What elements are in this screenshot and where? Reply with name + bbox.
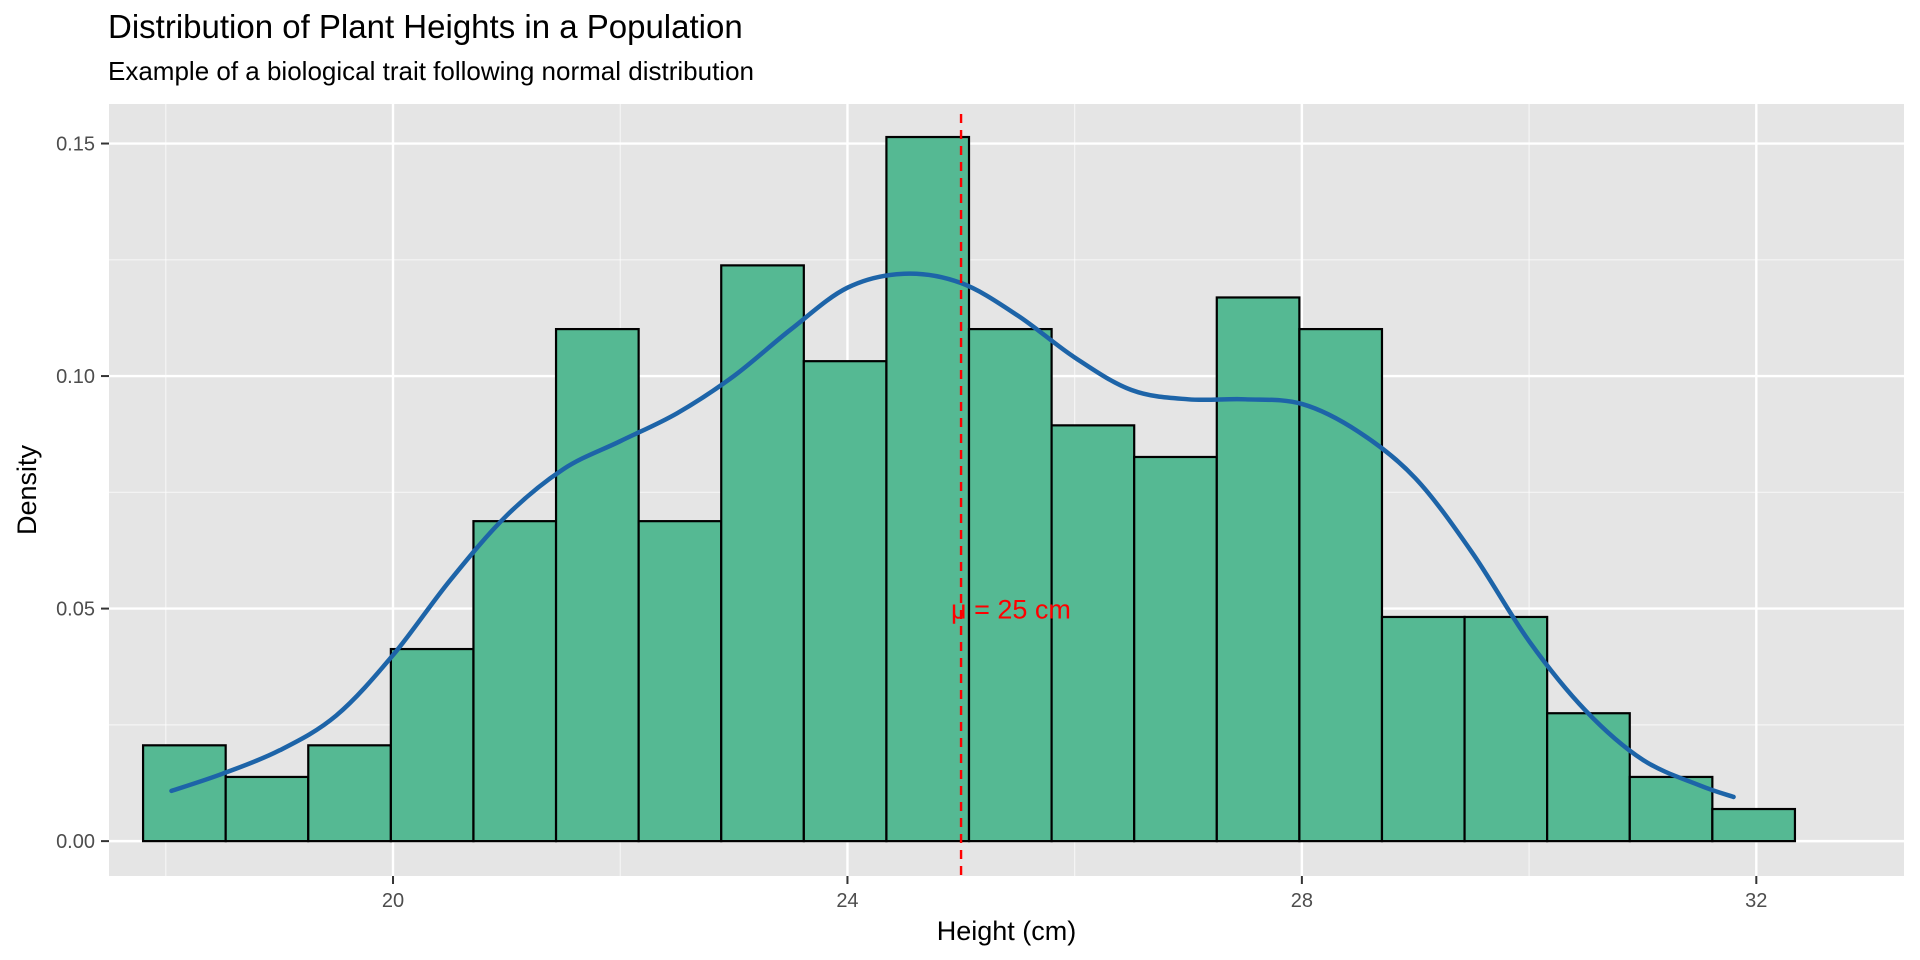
y-tick-label: 0.05 [56, 599, 95, 621]
mean-label: μ = 25 cm [951, 595, 1071, 625]
chart-subtitle: Example of a biological trait following … [108, 56, 754, 86]
histogram-bar [967, 327, 1053, 843]
histogram-bar [472, 520, 558, 843]
histogram-bar [1546, 712, 1631, 843]
histogram-bar [224, 775, 310, 843]
histogram-bar [1711, 807, 1797, 843]
histogram-bar [1380, 615, 1466, 843]
x-tick-label: 32 [1745, 890, 1767, 912]
histogram-bar [307, 744, 392, 843]
x-tick-label: 28 [1291, 890, 1313, 912]
histogram-bar [389, 647, 475, 843]
histogram-bar [637, 520, 723, 843]
chart-title: Distribution of Plant Heights in a Popul… [108, 8, 743, 45]
histogram-bar [1628, 775, 1714, 843]
histogram-bar [802, 360, 888, 843]
x-tick-label: 20 [382, 890, 404, 912]
y-tick-label: 0.10 [56, 366, 95, 388]
histogram-bar [720, 264, 805, 843]
y-tick-label: 0.15 [56, 134, 95, 156]
histogram-bar [885, 135, 971, 843]
histogram-bar [141, 744, 227, 843]
x-axis-title: Height (cm) [937, 916, 1077, 946]
histogram-bar [1133, 455, 1218, 843]
histogram-bar [1215, 296, 1301, 843]
density-curve [169, 271, 1736, 800]
histogram-bar [1050, 424, 1136, 843]
x-tick-label: 24 [836, 890, 858, 912]
y-axis-title: Density [12, 444, 42, 535]
histogram-bar [554, 327, 640, 843]
y-tick-label: 0.00 [56, 831, 95, 853]
histogram-bar [1463, 615, 1549, 843]
histogram-bar [1298, 327, 1384, 843]
